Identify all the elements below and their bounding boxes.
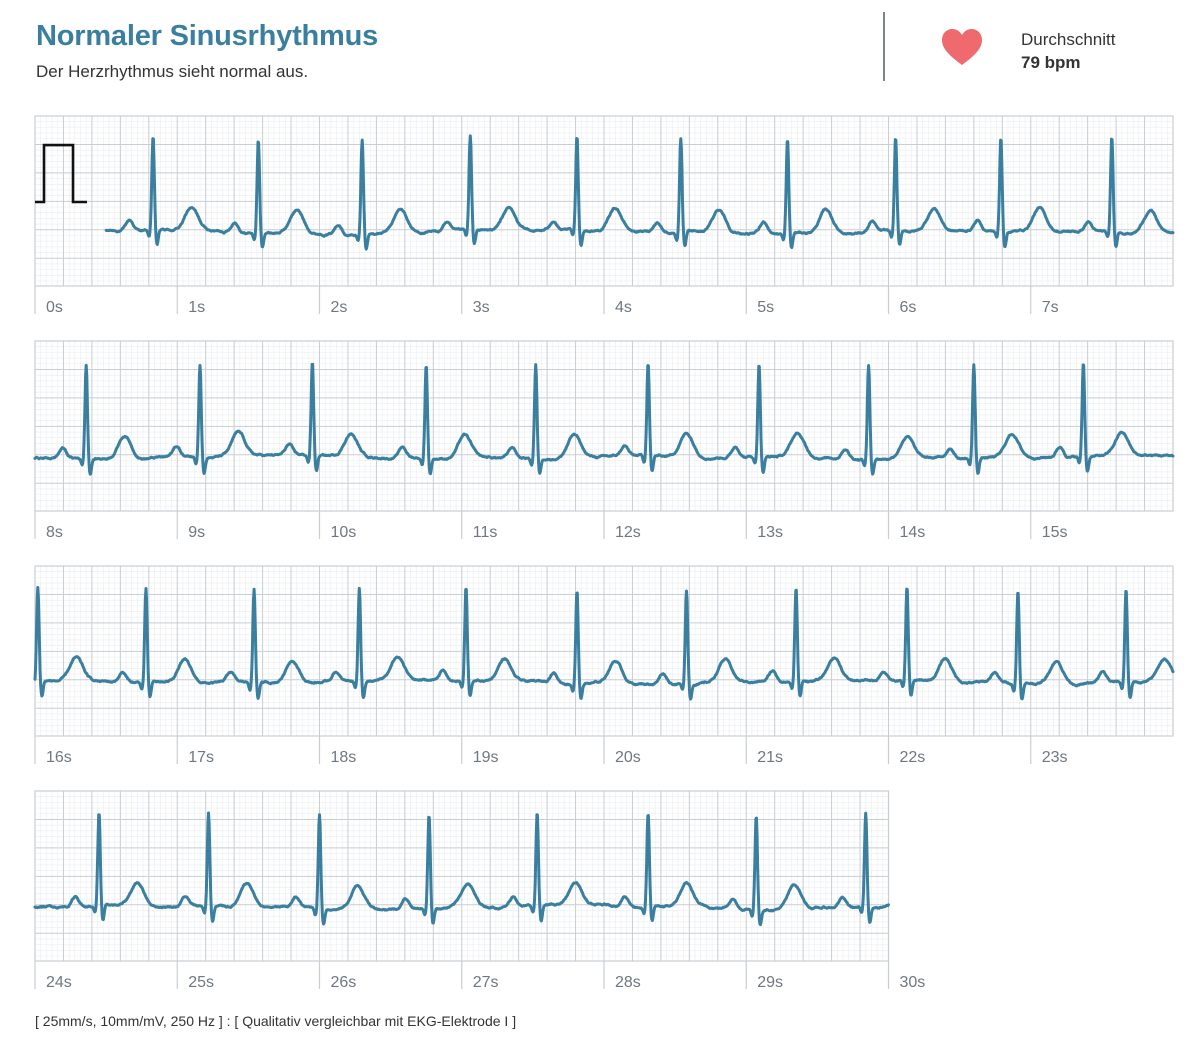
ecg-strip: 24s 25s 26s 27s 28s 29s 30s [33, 790, 926, 991]
time-tick-label: 19s [473, 749, 499, 766]
time-tick-label: 1s [188, 299, 205, 316]
time-tick-label: 7s [1042, 299, 1059, 316]
heart-icon [942, 29, 982, 65]
page-subtitle: Der Herzrhythmus sieht normal aus. [36, 62, 309, 81]
time-tick-label: 26s [331, 974, 357, 991]
time-tick-label: 12s [615, 524, 641, 541]
time-tick-label: 11s [473, 524, 498, 541]
average-label: Durchschnitt [1021, 30, 1116, 49]
ecg-trace [33, 586, 1175, 701]
time-tick-label: 14s [900, 524, 926, 541]
time-tick-label: 18s [331, 749, 357, 766]
ecg-strip: 0s 1s 2s 3s 4s 5s 6s 7s [34, 115, 1175, 316]
time-tick-label: 23s [1042, 749, 1068, 766]
time-tick-label: 6s [900, 299, 917, 316]
time-tick-label: 20s [615, 749, 641, 766]
time-tick-label: 2s [331, 299, 348, 316]
time-tick-label: 3s [473, 299, 490, 316]
time-tick-label: 22s [900, 749, 926, 766]
time-tick-label: 8s [46, 524, 63, 541]
ecg-trace [33, 811, 890, 927]
time-tick-label: 29s [757, 974, 783, 991]
ecg-strip: 16s 17s 18s 19s 20s 21s 22s 23s [33, 565, 1175, 766]
time-tick-label: 17s [188, 749, 214, 766]
calibration-pulse [35, 143, 87, 204]
time-tick-label: 28s [615, 974, 641, 991]
heart-shape [942, 29, 982, 65]
ecg-trace [104, 134, 1175, 251]
time-tick-label: 13s [757, 524, 783, 541]
major-grid [34, 340, 1174, 511]
major-grid [34, 565, 1174, 736]
time-tick-label: 10s [331, 524, 357, 541]
page-title: Normaler Sinusrhythmus [36, 20, 379, 52]
time-tick-label: 4s [615, 299, 632, 316]
time-tick-label: 9s [188, 524, 205, 541]
time-tick-label: 0s [46, 299, 63, 316]
recording-settings-note: [ 25mm/s, 10mm/mV, 250 Hz ] : [ Qualitat… [35, 1013, 517, 1029]
ecg-trace [33, 362, 1175, 476]
report-header: Normaler Sinusrhythmus Der Herzrhythmus … [0, 0, 1200, 100]
time-tick-label: 16s [46, 749, 72, 766]
time-tick-label: 5s [757, 299, 774, 316]
average-bpm-value: 79 bpm [1021, 53, 1081, 72]
time-tick-label: 25s [188, 974, 214, 991]
major-grid [34, 790, 889, 961]
time-tick-label: 15s [1042, 524, 1068, 541]
header-divider [883, 12, 885, 81]
time-tick-label: 30s [900, 974, 926, 991]
major-grid [34, 115, 1174, 286]
time-tick-label: 27s [473, 974, 499, 991]
time-tick-label: 21s [757, 749, 783, 766]
ecg-strip: 8s 9s 10s 11s 12s 13s 14s 15s [33, 340, 1175, 541]
time-tick-label: 24s [46, 974, 72, 991]
